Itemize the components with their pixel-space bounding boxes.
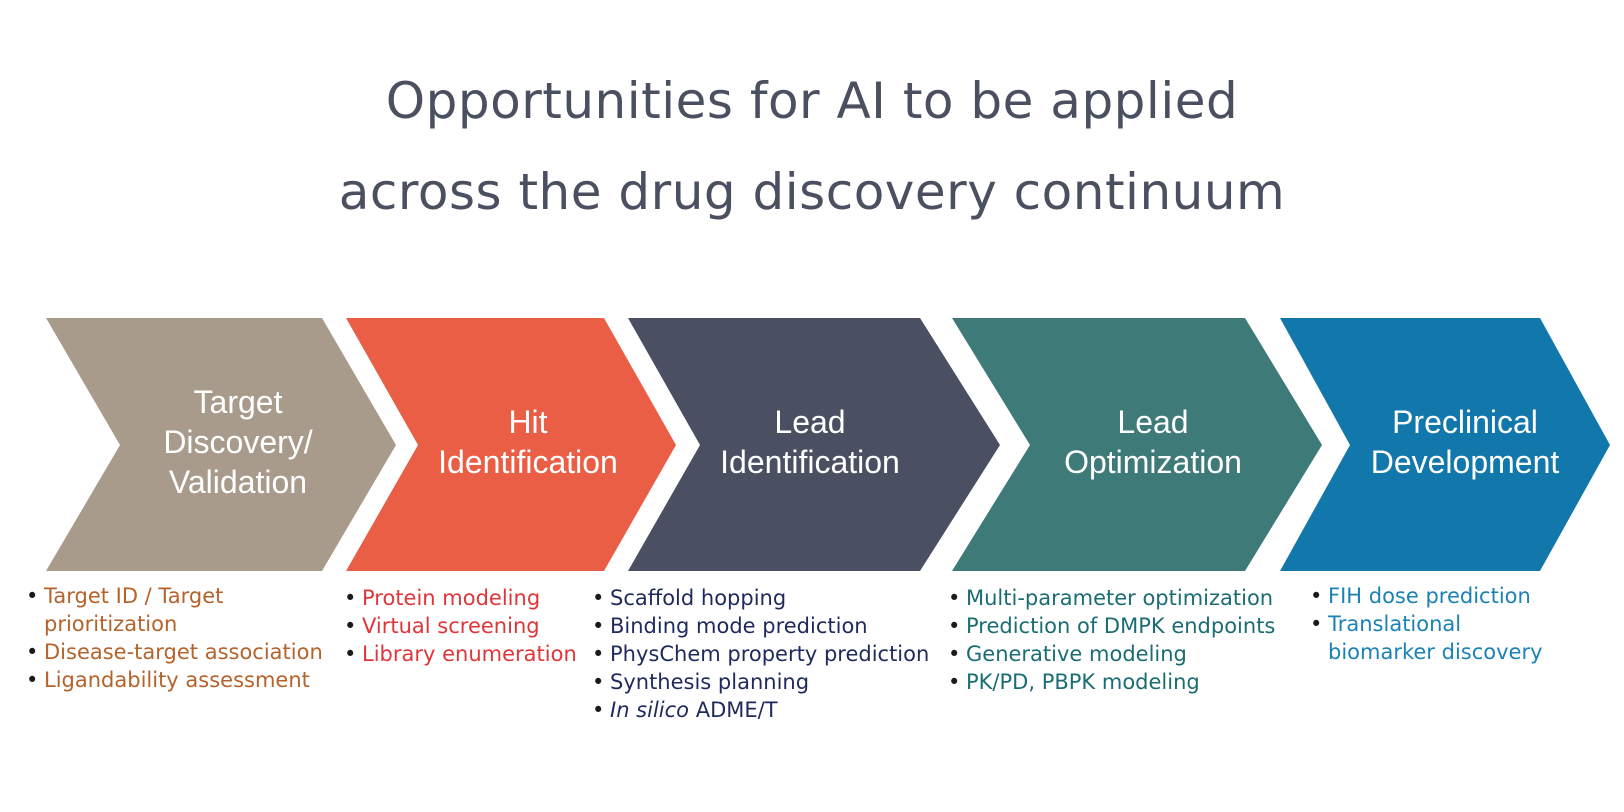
list-item: • Virtual screening	[344, 614, 540, 638]
bullet-list-preclinical-development: • FIH dose prediction • Translational biom…	[1310, 582, 1543, 666]
list-item: • Prediction of DMPK endpoints	[948, 614, 1276, 638]
list-item: • PhysChem property prediction	[592, 642, 930, 666]
stage-label-lead-optimization: Lead Optimization	[1064, 404, 1242, 480]
list-item: • Protein modeling	[344, 586, 541, 610]
bullet-list-hit-identification: • Protein modeling • Virtual screening • Li…	[344, 584, 577, 668]
bullet-list-target-discovery: • Target ID / Target prioritization • Dise…	[26, 582, 323, 694]
list-item: • Generative modeling	[948, 642, 1187, 666]
list-item: • Binding mode prediction	[592, 614, 868, 638]
stage-label-lead-identification: Lead Identification	[720, 404, 900, 480]
list-item: • Target ID / Target prioritization	[26, 584, 224, 636]
chevron-lead-optimization	[952, 318, 1322, 571]
title-line-2: across the drug discovery continuum	[338, 163, 1286, 221]
bullet-list-lead-optimization: • Multi-parameter optimization • Predictio…	[948, 584, 1275, 696]
list-item: • Translational biomarker discovery	[1310, 612, 1543, 664]
list-item: • Disease-target association	[26, 640, 323, 664]
stage-label-preclinical-development: Preclinical Development	[1370, 404, 1560, 480]
stage-label-target-discovery: Target Discovery/ Validation	[163, 384, 313, 500]
list-item: • Synthesis planning	[592, 670, 810, 694]
list-item: • Scaffold hopping	[592, 586, 787, 610]
list-item: • In silico ADME/T	[592, 698, 778, 722]
stage-label-hit-identification: Hit Identification	[438, 404, 618, 480]
chevron-preclinical-development	[1280, 318, 1610, 571]
chevron-lead-identification	[628, 318, 1000, 571]
list-item: • Ligandability assessment	[26, 668, 310, 692]
list-item: • Library enumeration	[344, 642, 577, 666]
bullet-list-lead-identification: • Scaffold hopping • Binding mode predicti…	[592, 584, 929, 724]
list-item: • FIH dose prediction	[1310, 584, 1531, 608]
title-line-1: Opportunities for AI to be applied	[385, 72, 1239, 130]
chevron-target-discovery	[46, 318, 396, 571]
list-item: • PK/PD, PBPK modeling	[948, 670, 1200, 694]
list-item: • Multi-parameter optimization	[948, 586, 1274, 610]
chevron-hit-identification	[346, 318, 676, 571]
